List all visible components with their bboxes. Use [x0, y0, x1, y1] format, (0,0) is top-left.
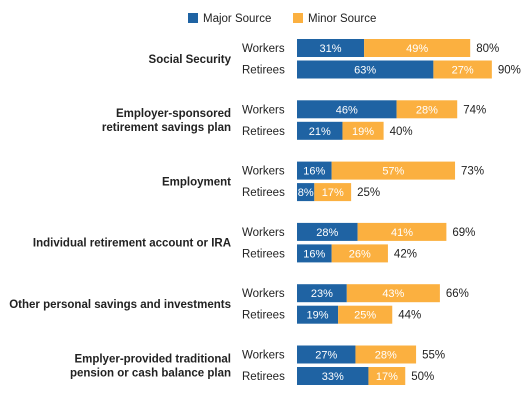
bar-total-label: 66%	[446, 288, 469, 300]
row-label: Retirees	[242, 187, 285, 199]
bar-major-value-label: 28%	[316, 227, 338, 239]
bar-major-source	[297, 222, 358, 241]
bar-major-value-label: 33%	[322, 371, 344, 383]
category-label: Social Security	[149, 54, 232, 66]
bar-major-source	[297, 121, 343, 140]
bar-major-value-label: 23%	[311, 288, 333, 300]
bar-major-source	[297, 60, 434, 79]
bar-minor-source	[338, 305, 393, 324]
bar-major-source	[297, 305, 339, 324]
bar-major-value-label: 31%	[320, 43, 342, 55]
bar-minor-source	[346, 284, 440, 303]
row-label: Workers	[242, 43, 285, 55]
bar-minor-source	[342, 121, 384, 140]
bar-total-label: 42%	[394, 248, 417, 260]
bar-major-value-label: 63%	[354, 65, 376, 77]
bar-minor-value-label: 41%	[391, 227, 413, 239]
bar-minor-source	[355, 345, 417, 364]
category-label: Emplyer-provided traditional	[74, 353, 231, 365]
category-group: Social Security Workers 31% 49% 80% Retirees 6…	[149, 39, 521, 79]
bar-minor-source	[314, 183, 352, 202]
bar-minor-value-label: 19%	[352, 126, 374, 138]
bar-major-source	[297, 39, 365, 57]
bar-minor-value-label: 57%	[382, 166, 404, 178]
bar-minor-source	[433, 60, 492, 79]
legend-minor-source-swatch	[293, 13, 303, 23]
bar-major-source	[297, 161, 332, 180]
bar-total-label: 25%	[357, 187, 380, 199]
bar-total-label: 44%	[398, 310, 421, 322]
bar-minor-source	[364, 39, 471, 57]
category-group: Employer-sponsored retirement savings pla…	[102, 100, 486, 140]
category-group: Other personal savings and investments Wo…	[9, 284, 469, 324]
category-label: Other personal savings and investments	[9, 299, 231, 311]
bar-major-source	[297, 367, 369, 385]
bar-major-value-label: 27%	[315, 350, 337, 362]
legend-major-source-label: Major Source	[203, 13, 271, 25]
bar-minor-value-label: 17%	[322, 187, 344, 199]
bar-minor-source	[331, 161, 456, 180]
bar-total-label: 80%	[476, 43, 499, 55]
legend-major-source-swatch	[188, 13, 198, 23]
bar-minor-source	[357, 222, 447, 241]
category-group: Emplyer-provided traditional pension or c…	[70, 345, 445, 385]
row-label: Retirees	[242, 248, 285, 260]
plot-area: Social Security Workers 31% 49% 80% Retirees 6…	[9, 39, 521, 385]
category-label: Employer-sponsored	[116, 108, 231, 120]
bar-minor-source	[331, 244, 388, 263]
bar-major-value-label: 16%	[303, 166, 325, 178]
bar-total-label: 40%	[390, 126, 413, 138]
legend: Major Source Minor Source	[188, 13, 376, 25]
row-label: Retirees	[242, 310, 285, 322]
category-label: pension or cash balance plan	[70, 367, 231, 379]
bar-minor-value-label: 27%	[452, 65, 474, 77]
row-label: Retirees	[242, 371, 285, 383]
bar-minor-value-label: 26%	[349, 248, 371, 260]
bar-major-value-label: 16%	[303, 248, 325, 260]
bar-total-label: 55%	[422, 350, 445, 362]
bar-total-label: 73%	[461, 166, 484, 178]
row-label: Workers	[242, 288, 285, 300]
category-group: Individual retirement account or IRA Work…	[33, 222, 475, 263]
row-label: Retirees	[242, 65, 285, 77]
bar-major-source	[297, 345, 356, 364]
category-label: Individual retirement account or IRA	[33, 238, 231, 250]
legend-minor-source-label: Minor Source	[308, 13, 376, 25]
bar-major-source	[297, 244, 332, 263]
row-label: Workers	[242, 166, 285, 178]
bar-major-source	[297, 100, 397, 119]
bar-minor-source	[396, 100, 458, 119]
row-label: Workers	[242, 104, 285, 116]
row-label: Workers	[242, 350, 285, 362]
bar-minor-value-label: 43%	[382, 288, 404, 300]
category-label: Employment	[162, 176, 231, 188]
bar-major-value-label: 8%	[298, 187, 314, 199]
bar-total-label: 69%	[452, 227, 475, 239]
bar-major-value-label: 19%	[307, 310, 329, 322]
bar-total-label: 90%	[498, 65, 521, 77]
bar-major-source	[297, 183, 315, 202]
row-label: Retirees	[242, 126, 285, 138]
bar-minor-value-label: 28%	[375, 350, 397, 362]
bar-minor-value-label: 49%	[406, 43, 428, 55]
bar-minor-value-label: 17%	[376, 371, 398, 383]
bar-total-label: 74%	[463, 104, 486, 116]
category-group: Employment Workers 16% 57% 73% Retirees 8% 17% 2…	[162, 161, 484, 202]
bar-major-source	[297, 284, 347, 303]
bar-minor-source	[368, 367, 406, 385]
row-label: Workers	[242, 227, 285, 239]
bar-minor-value-label: 28%	[416, 104, 438, 116]
bar-major-value-label: 46%	[336, 104, 358, 116]
bar-total-label: 50%	[411, 371, 434, 383]
category-label: retirement savings plan	[102, 122, 231, 134]
bar-major-value-label: 21%	[309, 126, 331, 138]
bar-minor-value-label: 25%	[354, 310, 376, 322]
